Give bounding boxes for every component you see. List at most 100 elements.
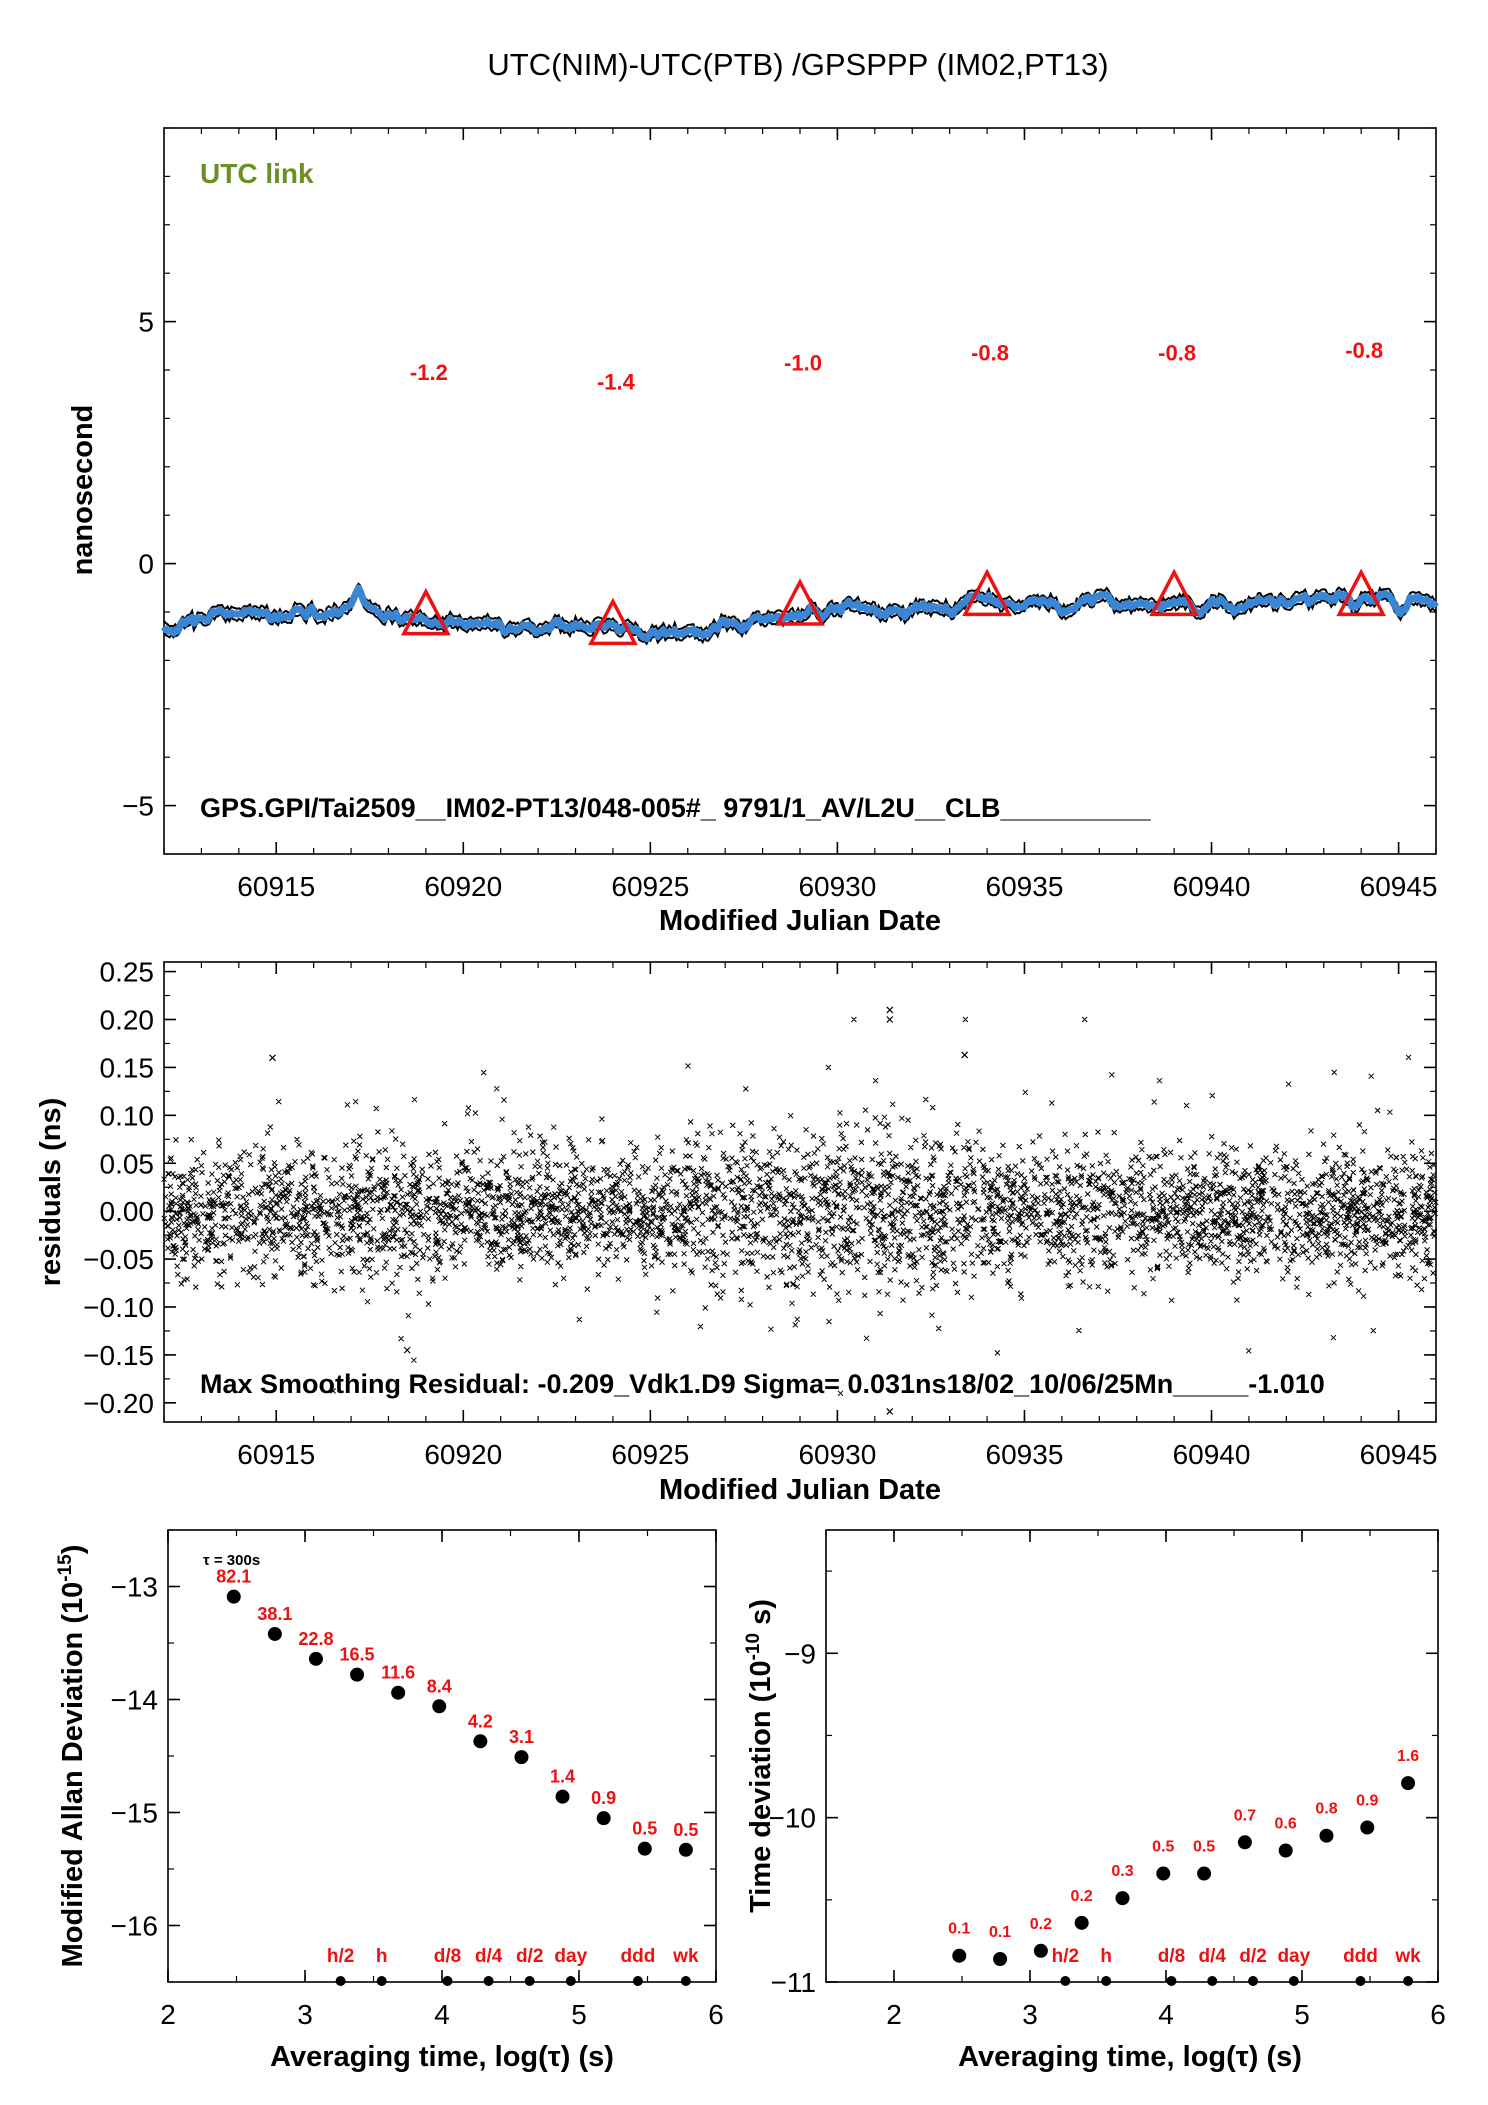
residual-outlier [403,1346,411,1354]
utc-link-label: UTC link [200,158,314,189]
y-tick-label: −13 [111,1572,159,1603]
point-label: 0.6 [1275,1816,1297,1833]
deviation-point [596,1811,611,1826]
x-tick-label: 60915 [237,871,315,902]
point-label: 22.8 [298,1629,333,1649]
deviation-point [952,1948,967,1963]
panel2-ticks: 60915 60920 60925 60930 60935 60940 60945 0.25 0… [83,957,1437,1470]
panel4-frame [825,1529,1439,1983]
interval-label: wk [672,1946,699,1967]
deviation-point [993,1951,1008,1966]
point-label: 0.3 [1111,1863,1133,1880]
interval-marker [1060,1976,1071,1986]
deviation-point [308,1651,323,1666]
deviation-point [555,1789,570,1804]
residual-outlier [886,1006,894,1014]
panel-residuals: 60915 60920 60925 60930 60935 60940 60945 0.25 0… [35,957,1439,1506]
y-tick-label: 5 [138,307,154,338]
point-label: 0.8 [1315,1801,1337,1818]
panel1-xlabel: Modified Julian Date [659,905,941,937]
deviation-point [514,1750,529,1765]
panel3-xlabel: Averaging time, log(τ) (s) [270,2041,614,2073]
marker-triangle [962,568,1012,617]
marker-triangle [588,597,638,646]
x-tick-label: 60920 [424,1439,502,1470]
deviation-point [1360,1820,1375,1835]
x-tick-label: 60915 [237,1439,315,1470]
interval-label: d/2 [516,1946,543,1967]
interval-label: h/2 [327,1946,354,1967]
interval-label: d/8 [1158,1946,1185,1967]
panel1-markers: -1.2 -1.4 -1.0 -0.8 -0.8 -0.8 [400,338,1387,646]
interval-marker [1248,1976,1259,1986]
interval-marker [335,1976,346,1986]
x-tick-label: 6 [1430,1999,1446,2030]
point-label: 0.5 [673,1820,698,1840]
marker-label: -0.8 [1345,338,1383,363]
tau-note: τ = 300s [203,1552,260,1569]
x-tick-label: 6 [708,1999,724,2030]
point-label: 0.7 [1234,1807,1256,1824]
x-tick-label: 5 [1294,1999,1310,2030]
interval-label: day [554,1946,587,1967]
point-label: 1.6 [1397,1748,1419,1765]
x-tick-label: 60930 [798,871,876,902]
interval-marker [1207,1976,1218,1986]
deviation-point [432,1699,447,1714]
deviation-point [678,1842,693,1857]
panel2-xlabel: Modified Julian Date [659,1474,941,1506]
y-tick-label: −9 [784,1638,816,1669]
marker-triangle [1149,568,1200,617]
y-tick-label: 0.05 [100,1148,155,1179]
marker-triangle [400,587,451,636]
interval-label: d/8 [434,1946,461,1967]
y-tick-label: −0.05 [83,1244,154,1275]
panel3-points: 82.1 38.1 22.8 16.5 11.6 8.4 4.2 3.1 1.4 0.9 0.5 0.… [216,1567,699,1986]
x-tick-label: 60935 [986,871,1064,902]
y-tick-label: −0.15 [83,1340,154,1371]
point-label: 0.5 [1152,1839,1174,1856]
point-label: 0.9 [1356,1792,1378,1809]
interval-marker [1101,1976,1112,1986]
panel-tdev: 2 3 4 5 6−9−10−11 0.1 0.1 0.20.20.30.5 0.50.7 0.… [743,1529,1446,2073]
x-tick-label: 60920 [424,871,502,902]
y-tick-label: −0.20 [83,1388,154,1419]
residual-outlier [886,1408,894,1415]
y-tick-label: 0 [138,549,154,580]
interval-marker [1355,1976,1366,1986]
interval-marker [1166,1976,1177,1986]
panel1-ylabel: nanosecond [67,405,99,576]
x-tick-label: 4 [1158,1999,1174,2030]
point-label: 8.4 [427,1676,452,1696]
deviation-point [473,1734,488,1749]
residual-outlier [886,1016,894,1023]
deviation-point [350,1667,365,1682]
point-label: 0.1 [948,1921,970,1938]
deviation-point [1237,1835,1252,1850]
x-tick-label: 60945 [1360,871,1438,902]
interval-label: d/4 [1199,1946,1227,1967]
x-tick-label: 3 [297,1999,313,2030]
interval-label: d/2 [1239,1946,1266,1967]
deviation-point [637,1841,652,1856]
interval-marker [376,1976,387,1986]
panel3-frame [167,1529,717,1983]
panel2-annotation: Max Smoothing Residual: -0.209_Vdk1.D9 S… [200,1369,1325,1399]
panel-mdev: 2 3 4 5 6 −13 −14 −15 −16 82.1 38.1 22.8 16.5 11.6 8.… [55,1529,724,2073]
x-tick-label: 4 [434,1999,450,2030]
interval-marker [632,1976,643,1986]
point-label: 38.1 [257,1604,292,1624]
interval-label: h [1100,1946,1112,1967]
y-tick-label: 0.25 [100,957,155,988]
interval-label: wk [1394,1946,1421,1967]
point-label: 0.5 [632,1819,657,1839]
x-tick-label: 3 [1022,1999,1038,2030]
x-tick-label: 5 [571,1999,587,2030]
x-tick-label: 2 [886,1999,902,2030]
panel2-ylabel: residuals (ns) [35,1098,67,1287]
y-tick-label: 0.10 [100,1100,155,1131]
deviation-point [1319,1828,1334,1843]
interval-marker [483,1976,494,1986]
x-tick-label: 60925 [611,1439,689,1470]
